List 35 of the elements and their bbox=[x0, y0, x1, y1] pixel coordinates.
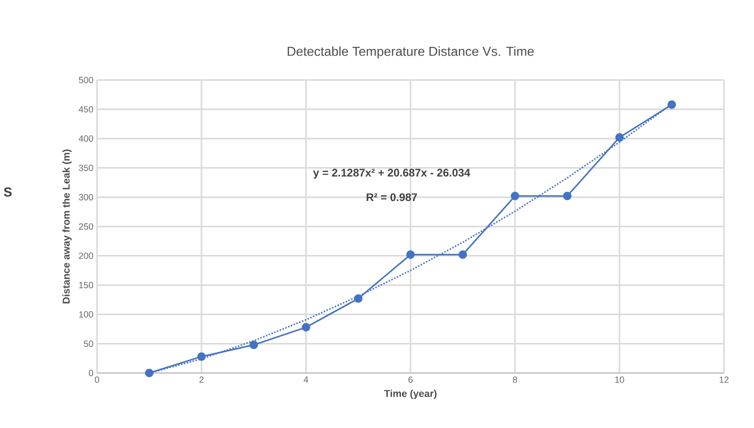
y-tick-label: 50 bbox=[84, 340, 94, 347]
point bbox=[145, 368, 154, 378]
annotation: y = 2.1287x² + 20.687x - 26.034 bbox=[313, 168, 470, 179]
point bbox=[250, 340, 258, 350]
x-tick-label: 0 bbox=[94, 376, 100, 383]
x-tick-label: 12 bbox=[720, 376, 729, 383]
text: S bbox=[4, 187, 12, 197]
y-tick-label: 500 bbox=[78, 76, 94, 84]
point bbox=[354, 294, 362, 303]
y-tick-label: 350 bbox=[78, 164, 94, 172]
point bbox=[458, 250, 467, 259]
x-tick-label: 8 bbox=[512, 376, 518, 383]
y-tick-label: 250 bbox=[78, 223, 94, 230]
point bbox=[563, 192, 572, 200]
x-tick-label: 2 bbox=[199, 376, 204, 383]
y-axis-title: Distance away from the Leak (m) bbox=[62, 149, 72, 304]
point bbox=[197, 352, 206, 361]
y-tick-label: 300 bbox=[78, 194, 94, 200]
y-tick-label: 450 bbox=[78, 106, 94, 112]
point bbox=[406, 250, 415, 259]
y-tick-label: 150 bbox=[79, 282, 94, 288]
x-tick-label: 4 bbox=[304, 376, 308, 383]
point bbox=[510, 192, 520, 200]
y-tick-label: 100 bbox=[79, 311, 94, 318]
x-axis-title: Time (year) bbox=[384, 390, 436, 399]
y-tick-label: 200 bbox=[78, 252, 94, 259]
x-tick-label: 6 bbox=[408, 376, 413, 383]
point bbox=[615, 133, 624, 142]
x-tick-label: 10 bbox=[615, 376, 624, 383]
annotation: R² = 0.987 bbox=[366, 193, 417, 202]
chart-title: Detectable Temperature Distance Vs. Time bbox=[288, 46, 534, 58]
point bbox=[668, 100, 676, 109]
point bbox=[302, 323, 310, 332]
y-tick-label: 0 bbox=[88, 370, 94, 376]
y-tick-label: 400 bbox=[78, 135, 94, 142]
